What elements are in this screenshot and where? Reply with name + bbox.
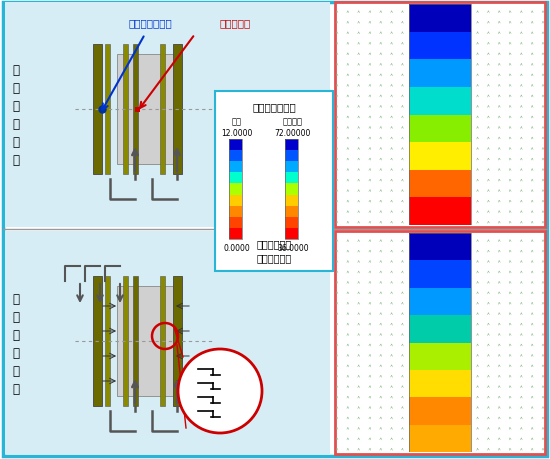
Bar [409, 425, 471, 452]
Bar [117, 55, 177, 165]
Bar [229, 184, 242, 195]
Bar [409, 143, 471, 170]
Bar [409, 315, 471, 343]
Bar [409, 234, 471, 452]
Text: 0.0000: 0.0000 [224, 243, 250, 252]
Bar [409, 5, 471, 225]
Bar [229, 162, 242, 173]
Bar [285, 140, 298, 240]
Text: 12.0000: 12.0000 [221, 129, 252, 138]
Bar [215, 92, 333, 271]
Bar [409, 88, 471, 115]
Bar [409, 261, 471, 288]
Bar [409, 397, 471, 425]
Bar [133, 45, 138, 174]
Bar [409, 5, 471, 33]
Bar [285, 217, 298, 229]
Bar [409, 198, 471, 225]
Bar [93, 45, 102, 174]
Bar [5, 3, 330, 228]
Text: 72.00000: 72.00000 [275, 129, 311, 138]
Bar [229, 195, 242, 206]
Text: 冲
突
风
冷
系
统: 冲 突 风 冷 系 统 [13, 293, 19, 396]
Bar [133, 276, 138, 406]
Bar [117, 286, 177, 396]
Bar [335, 231, 545, 454]
Bar [409, 234, 471, 261]
Bar [285, 151, 298, 162]
Text: 液晶板冷却风速: 液晶板冷却风速 [128, 18, 172, 28]
Bar [123, 45, 128, 174]
Bar [135, 108, 140, 113]
Bar [123, 276, 128, 406]
Bar [173, 45, 182, 174]
Bar [409, 60, 471, 88]
Bar [229, 140, 242, 240]
Bar [105, 276, 110, 406]
Bar [409, 288, 471, 315]
Bar [229, 151, 242, 162]
Bar [93, 276, 102, 406]
Bar [229, 217, 242, 229]
Bar [335, 3, 545, 228]
Text: 液晶板温度: 液晶板温度 [219, 18, 251, 28]
Text: 表面温度: 表面温度 [283, 117, 303, 126]
Bar [409, 33, 471, 60]
Bar [285, 184, 298, 195]
Text: 红色代表高温: 红色代表高温 [256, 239, 292, 248]
Bar [409, 115, 471, 143]
Bar [229, 173, 242, 184]
Bar [105, 45, 110, 174]
Bar [285, 206, 298, 217]
Text: 一
般
冷
却
系
统: 一 般 冷 却 系 统 [13, 64, 19, 167]
Text: 蓝色代表低温: 蓝色代表低温 [256, 252, 292, 263]
Bar [285, 162, 298, 173]
Bar [409, 370, 471, 397]
Bar [285, 195, 298, 206]
Bar [409, 343, 471, 370]
Text: 36.0000: 36.0000 [277, 243, 309, 252]
Bar [229, 140, 242, 151]
Text: 流速: 流速 [232, 117, 242, 126]
Bar [229, 229, 242, 240]
Bar [285, 229, 298, 240]
Bar [160, 276, 165, 406]
Bar [285, 140, 298, 151]
Bar [409, 170, 471, 198]
Bar [229, 206, 242, 217]
Bar [285, 173, 298, 184]
Bar [5, 231, 330, 454]
Bar [160, 45, 165, 174]
Bar [173, 276, 182, 406]
Text: 液晶板温度监测: 液晶板温度监测 [252, 102, 296, 112]
Circle shape [178, 349, 262, 433]
